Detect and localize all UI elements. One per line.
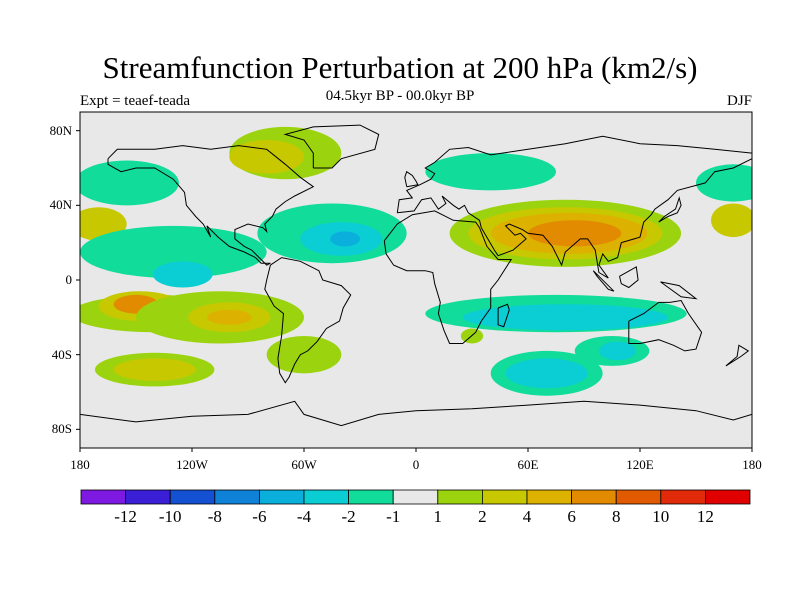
colorbar-swatch (615, 489, 662, 505)
coastline (80, 400, 752, 427)
y-tick-label: 80S (51, 421, 72, 437)
colorbar-label: 12 (696, 507, 714, 526)
colorbar-label: -6 (252, 507, 267, 526)
colorbar-label: -12 (114, 507, 137, 526)
field-blob (505, 358, 588, 389)
colorbar-swatch (526, 489, 572, 505)
y-tick-label: 40N (49, 197, 72, 213)
field-blob (266, 336, 342, 374)
coastline (497, 303, 510, 328)
field-blob (598, 341, 637, 361)
season-label: DJF (726, 93, 752, 109)
colorbar-swatch (303, 489, 349, 505)
y-tick-label: 80N (49, 122, 72, 138)
page-title: Streamfunction Perturbation at 200 hPa (… (102, 50, 698, 85)
map-area (80, 112, 752, 448)
y-tick-label: 40S (51, 346, 72, 362)
x-tick-label: 60W (291, 457, 317, 472)
colorbar-label: 4 (522, 507, 532, 526)
coastline (658, 196, 682, 223)
field-blob (80, 160, 179, 206)
colorbar-swatch (705, 489, 751, 505)
x-tick-label: 180 (70, 457, 90, 472)
colorbar-swatch (660, 489, 706, 505)
field-blob (113, 358, 196, 381)
colorbar-label: 8 (611, 507, 621, 526)
colorbar-swatch (348, 489, 394, 505)
field-blob (462, 304, 668, 331)
field-blob (330, 231, 361, 247)
period-label: 04.5kyr BP - 00.0kyr BP (325, 88, 475, 104)
colorbar-swatch (125, 489, 171, 505)
field-blob (696, 164, 752, 202)
colorbar-label: -1 (386, 507, 401, 526)
colorbar-label: 10 (652, 507, 670, 526)
field-blob (229, 140, 304, 174)
coastline (592, 270, 615, 292)
colorbar-swatch (481, 489, 528, 505)
coastline (725, 344, 750, 367)
field-blob (425, 153, 556, 191)
colorbar-swatch (437, 489, 483, 505)
coastline (264, 257, 352, 384)
coastline (619, 266, 639, 289)
x-tick-label: 180 (742, 457, 762, 472)
colorbar-swatch (80, 489, 126, 505)
coastline (396, 135, 752, 279)
coastline (283, 124, 380, 169)
colorbar-swatch (571, 489, 617, 505)
axis-ticks (76, 130, 753, 452)
field-blob (206, 309, 252, 325)
x-tick-label: 120E (626, 457, 654, 472)
colorbar-label: -10 (158, 507, 182, 526)
coastline (628, 299, 703, 352)
coastline (107, 145, 315, 266)
x-tick-label: 60E (517, 457, 539, 472)
x-tick-label: 120W (176, 457, 208, 472)
colorbar-label: 1 (433, 507, 443, 526)
x-tick-label: 0 (412, 457, 420, 472)
coastline (660, 281, 698, 300)
colorbar-label: -2 (341, 507, 356, 526)
colorbar-swatch (392, 489, 439, 505)
colorbar-label: 6 (567, 507, 576, 526)
field-blob (152, 261, 213, 288)
colorbar (80, 489, 751, 505)
colorbar-swatch (214, 489, 260, 505)
colorbar-label: 2 (478, 507, 487, 526)
y-tick-label: 0 (65, 272, 73, 287)
coastline (404, 170, 419, 188)
colorbar-swatch (169, 489, 216, 505)
experiment-label: Expt = teaef-teada (80, 93, 191, 109)
colorbar-label: -4 (296, 507, 312, 526)
coastlines (80, 124, 752, 427)
field-blob (528, 220, 622, 247)
colorbar-label: -8 (207, 507, 222, 526)
colorbar-swatch (258, 489, 305, 505)
coastline (383, 210, 513, 344)
field-blob (710, 203, 752, 238)
